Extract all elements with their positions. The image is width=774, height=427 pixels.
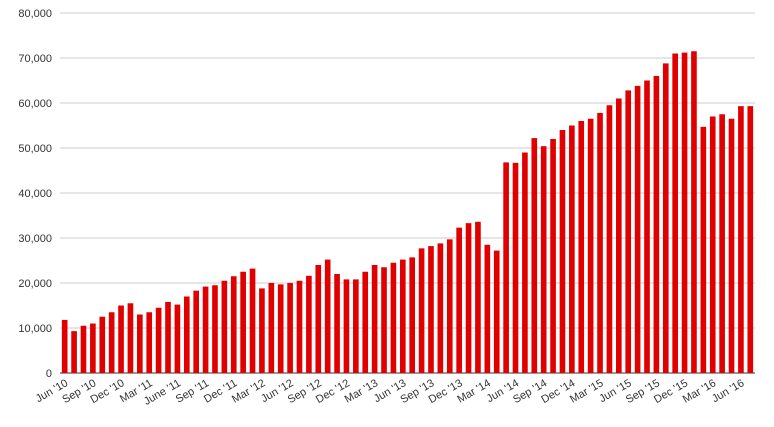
bar: [550, 139, 556, 373]
y-tick-label: 60,000: [18, 98, 52, 110]
bar: [709, 116, 716, 373]
bar: [644, 80, 650, 373]
bar: [287, 283, 293, 373]
bar: [193, 290, 199, 373]
bar: [691, 51, 697, 373]
bar: [390, 262, 397, 373]
bar: [493, 250, 500, 373]
y-tick-label: 30,000: [18, 233, 52, 245]
bar: [747, 106, 754, 374]
bar: [634, 85, 641, 374]
bar: [399, 259, 406, 373]
bar: [324, 259, 331, 373]
bar: [146, 312, 153, 373]
bar: [80, 325, 87, 373]
bar: [381, 267, 387, 373]
y-tick-label: 70,000: [18, 53, 52, 65]
y-tick-label: 20,000: [18, 278, 52, 290]
bar: [268, 283, 275, 373]
bar: [719, 114, 725, 373]
bar: [475, 221, 481, 373]
bar: [616, 98, 622, 373]
bar: [587, 118, 594, 373]
bar: [465, 223, 472, 373]
bar: [597, 112, 603, 374]
bar: [559, 130, 566, 373]
bar: [306, 275, 312, 373]
bar: [230, 276, 237, 373]
bar: [165, 301, 171, 373]
bar: [484, 244, 491, 373]
bar: [371, 265, 378, 373]
bar: [606, 105, 613, 373]
y-tick-label: 40,000: [18, 188, 52, 200]
bar: [202, 286, 209, 373]
bar: [456, 227, 462, 373]
bar: [700, 126, 707, 373]
bar: [512, 162, 519, 373]
bar: [90, 323, 96, 373]
bar: [155, 307, 162, 373]
bar: [672, 53, 678, 373]
bar: [409, 257, 416, 373]
bar: [174, 304, 181, 373]
bar: [249, 268, 256, 373]
bar: [446, 239, 453, 373]
y-tick-label: 0: [46, 368, 52, 380]
bar: [681, 52, 688, 373]
bar: [503, 162, 509, 373]
bar: [353, 279, 359, 373]
bar: [625, 90, 632, 374]
bar: [738, 106, 744, 374]
bar: [531, 138, 538, 373]
bar: [118, 305, 124, 373]
bar: [334, 274, 340, 373]
bar: [728, 118, 735, 373]
bar: [662, 63, 669, 374]
y-tick-label: 50,000: [18, 143, 52, 155]
bar: [108, 312, 115, 373]
bar: [540, 146, 547, 373]
bar: [418, 248, 425, 373]
bar: [362, 271, 369, 373]
bar: [127, 303, 134, 373]
y-tick-label: 10,000: [18, 323, 52, 335]
bar: [71, 331, 77, 373]
bar: [315, 265, 322, 373]
bar: [212, 285, 218, 373]
bar: [277, 284, 284, 373]
bar: [259, 288, 265, 373]
bar: [522, 152, 528, 373]
bar: [61, 319, 68, 373]
bar: [343, 279, 350, 373]
y-tick-label: 80,000: [18, 8, 52, 20]
bar: [653, 76, 660, 373]
bar: [221, 280, 228, 373]
bar: [569, 125, 575, 373]
x-tick-label: Jun '16: [710, 377, 746, 405]
bar: [240, 271, 246, 373]
bar: [296, 280, 303, 373]
bar: [437, 243, 444, 373]
bar: [428, 246, 434, 373]
bar: [183, 296, 190, 373]
bar: [578, 121, 585, 373]
bar: [99, 316, 106, 373]
bar: [137, 314, 143, 373]
